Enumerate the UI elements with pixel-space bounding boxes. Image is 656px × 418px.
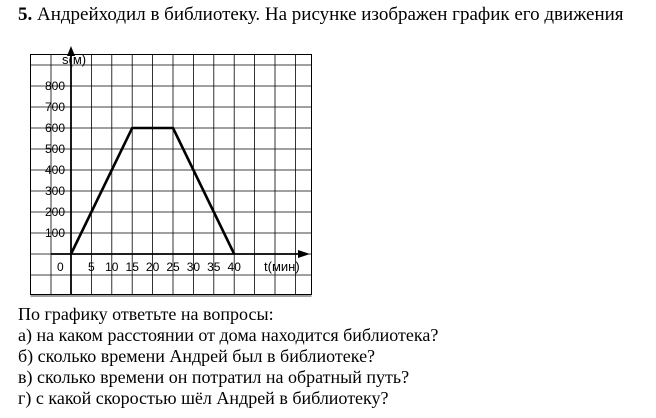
y-axis-label: s(м) [62,52,86,67]
y-tick-label: 200 [45,205,65,219]
origin-label: 0 [57,260,64,274]
x-axis-label: t(мин) [264,259,300,274]
series-group [69,126,236,255]
y-tick-label: 300 [45,184,65,198]
question-c: в) сколько времени он потратил на обратн… [18,367,410,387]
question-a: а) на каком расстоянии от дома находится… [18,325,439,345]
problem-text: Андрейходил в библиотеку. На рисунке изо… [37,4,624,25]
tick-labels: 5 10 15 20 25 30 35 40 100 200 300 400 500 600 700 800 [45,79,241,274]
questions-block: По графику ответьте на вопросы: а) на ка… [18,304,438,409]
problem-title: 5. Андрейходил в библиотеку. На рисунке … [18,4,624,26]
y-tick-label: 400 [45,163,65,177]
y-tick-label: 600 [45,121,65,135]
y-tick-label: 500 [45,142,65,156]
x-tick-label: 20 [146,260,160,274]
x-axis-arrow [298,250,310,258]
x-tick-label: 15 [126,260,140,274]
graph-frame [30,54,312,295]
question-d: г) с какой скоростью шёл Андрей в библио… [18,388,389,408]
distance-time-graph: 5 10 15 20 25 30 35 40100200300400500600700800 … [30,46,312,297]
x-tick-label: 5 [88,260,95,274]
question-b: б) сколько времени Андрей был в библиоте… [18,346,376,366]
problem-number: 5. [18,4,33,25]
y-tick-label: 800 [45,79,65,93]
x-tick-label: 10 [105,260,119,274]
y-tick-label: 700 [45,100,65,114]
x-tick-label: 30 [187,260,201,274]
questions-intro: По графику ответьте на вопросы: [18,304,274,324]
y-tick-label: 100 [45,226,65,240]
x-tick-label: 25 [166,260,180,274]
series-line [69,126,236,255]
y-axis-arrow [67,46,75,56]
x-tick-label: 40 [228,260,242,274]
x-tick-label: 35 [207,260,221,274]
